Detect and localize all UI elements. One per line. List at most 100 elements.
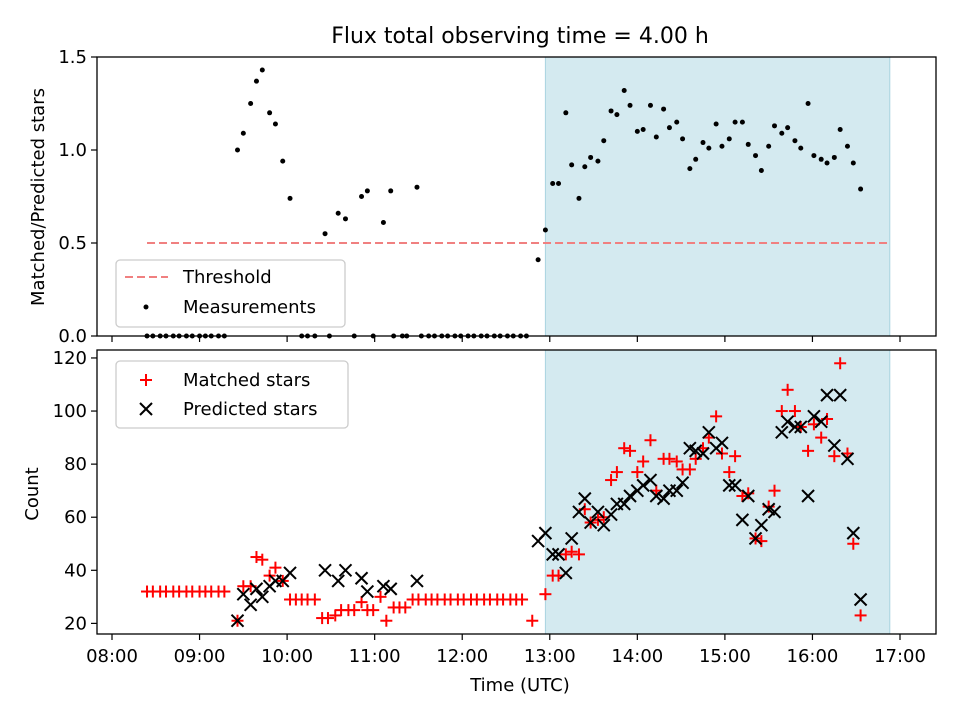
matched-star-point [781,383,794,396]
measurements-legend-label: Measurements [183,297,316,318]
matched-star-point [663,452,676,465]
measurement-point [272,121,278,127]
matched-star-point [637,455,650,468]
measurement-point [850,160,856,166]
measurement-point [556,180,562,186]
measurement-point [634,128,640,134]
ratio-y-axis-label: Matched/Predicted stars [28,88,49,306]
measurement-point [713,121,719,127]
matched-star-point [565,545,578,558]
predicted-star-point [827,438,842,453]
predicted-star-point [338,563,353,578]
predicted-star-point [384,582,398,596]
measurement-point [753,153,759,159]
ratio-y-tick-label: 0.5 [58,233,87,254]
count-x-tick-label: 15:00 [699,646,751,667]
count-y-tick-label: 20 [64,613,87,634]
predicted-star-point [643,473,658,487]
matched-star-point [399,601,412,614]
matched-star-point [348,604,361,617]
measurement-point [588,154,594,160]
measurement-point [687,166,693,172]
predicted-star-point [846,526,861,540]
predicted-stars-points [230,388,868,628]
matched-star-point [788,405,801,418]
matched-star-point [329,609,342,622]
predicted-star-point [376,579,391,593]
measurement-point [739,119,745,125]
measurement-point [248,101,254,106]
measurement-point [674,119,680,125]
count-x-tick-label: 08:00 [86,646,138,667]
predicted-star-point [728,478,742,493]
matched-star-point [815,431,828,444]
matched-star-point [736,489,749,502]
matched-star-point [802,444,815,457]
measurement-point [240,130,246,136]
measurement-point [335,210,341,216]
matched-star-point [847,537,860,550]
predicted-star-point [283,566,297,580]
count-x-tick-label: 10:00 [261,646,313,667]
predicted-star-point [840,452,855,466]
predicted-star-point [236,587,251,601]
predicted-star-point [820,388,834,402]
predicted-star-point [670,483,684,498]
predicted-star-point [801,489,815,503]
ratio-legend-box [115,259,346,328]
matched-star-point [689,452,702,465]
measurement-point [280,158,286,164]
measurement-point [627,102,633,108]
count-highlight-span [544,349,891,635]
count-axes-frame [96,349,937,635]
predicted-star-point [741,489,755,503]
matched-star-point [516,593,529,606]
predicted-star-point [649,489,664,503]
predicted-star-point [688,444,703,458]
measurement-point [414,184,420,190]
predicted-star-point [230,614,245,628]
matched-legend-label: Matched stars [183,370,310,391]
matched-star-point [539,588,552,601]
measurement-point [831,154,837,160]
count-y-tick-label: 100 [53,401,87,422]
matched-star-point [572,548,585,561]
predicted-star-point [597,518,611,532]
measurement-point [582,164,588,170]
matched-star-point [355,596,368,609]
measurement-point [287,195,293,201]
predicted-star-point [249,582,264,596]
predicted-star-point [572,505,586,519]
measurement-point [614,112,620,118]
predicted-star-point [675,476,690,490]
predicted-star-point [255,590,270,604]
matched-star-point [618,442,631,455]
predicted-star-point [807,409,821,424]
matched-star-point [610,466,623,479]
measurement-point [259,67,265,73]
measurements-legend-swatch [143,304,149,310]
measurement-point [550,180,556,186]
predicted-star-point [754,518,769,532]
measurement-point [818,156,824,162]
matched-star-point [768,484,781,497]
measurement-point [779,130,785,136]
matched-star-point [218,585,231,598]
predicted-legend-swatch [139,402,153,416]
ratio-y-tick-label: 1.0 [58,140,87,161]
measurement-point [706,145,712,151]
measurement-point [380,220,386,226]
predicted-star-point [360,584,375,599]
count-x-tick-label: 13:00 [524,646,576,667]
measurement-point [785,125,791,131]
predicted-star-point [722,478,736,493]
measurement-point [719,143,725,149]
count-y-tick-label: 40 [64,560,87,581]
predicted-star-point [833,388,847,402]
ratio-legend: Threshold Measurements [115,259,346,328]
matched-star-point [526,614,539,627]
count-y-axis-label: Count [22,467,43,520]
predicted-star-point [617,497,631,511]
matched-star-point [683,463,696,476]
count-x-tick-label: 14:00 [611,646,663,667]
